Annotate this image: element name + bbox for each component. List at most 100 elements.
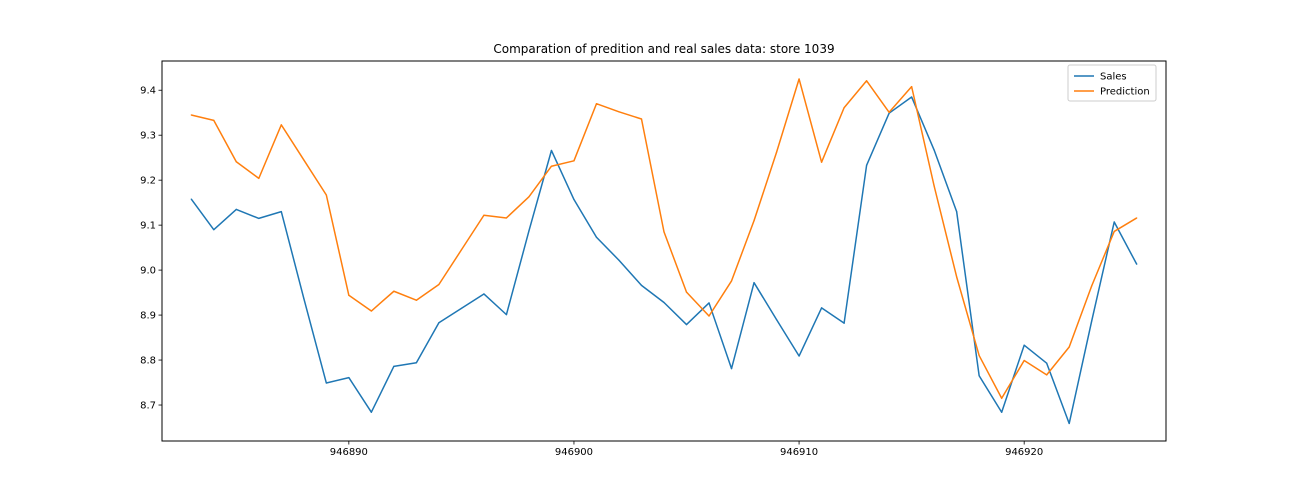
data-point-sales — [1113, 221, 1115, 223]
data-point-prediction — [1113, 230, 1115, 233]
data-point-prediction — [798, 78, 800, 80]
data-point-prediction — [460, 249, 462, 251]
data-point-prediction — [393, 290, 395, 292]
data-point-prediction — [663, 231, 665, 233]
data-point-prediction — [550, 165, 553, 167]
data-point-prediction — [573, 160, 575, 162]
data-point-prediction — [303, 159, 305, 161]
data-point-prediction — [483, 214, 485, 216]
data-point-sales — [483, 293, 485, 295]
data-point-prediction — [280, 124, 282, 126]
data-point-sales — [798, 355, 800, 357]
y-tick-label: 9.3 — [140, 131, 156, 142]
data-point-sales — [843, 322, 845, 324]
data-point-sales — [708, 302, 710, 304]
data-point-sales — [303, 297, 305, 300]
data-point-sales — [685, 323, 688, 326]
data-point-sales — [911, 96, 913, 98]
data-point-sales — [415, 362, 417, 364]
data-point-prediction — [753, 220, 755, 222]
data-point-prediction — [843, 107, 845, 109]
data-point-sales — [820, 307, 823, 309]
data-point-prediction — [370, 310, 372, 312]
data-point-sales — [640, 284, 643, 286]
data-point-prediction — [1001, 397, 1003, 399]
data-point-sales — [505, 314, 508, 316]
data-point-prediction — [190, 114, 192, 116]
y-tick-label: 8.9 — [140, 311, 156, 322]
data-point-prediction — [888, 111, 890, 113]
data-point-prediction — [528, 196, 530, 198]
data-point-prediction — [213, 119, 215, 121]
legend-label-prediction: Prediction — [1100, 87, 1150, 98]
data-point-prediction — [730, 280, 733, 282]
data-point-prediction — [775, 151, 778, 153]
chart-title: Comparation of predition and real sales … — [493, 42, 834, 56]
legend-label-sales: Sales — [1100, 72, 1127, 83]
data-point-sales — [595, 236, 598, 238]
x-tick-label: 946900 — [555, 447, 593, 458]
data-point-prediction — [595, 103, 598, 105]
x-tick-label: 946890 — [330, 447, 368, 458]
y-tick-label: 9.2 — [140, 176, 156, 187]
data-point-sales — [866, 164, 868, 166]
data-point-prediction — [1136, 217, 1138, 219]
data-point-sales — [213, 229, 215, 231]
axes: 946890 946900 946910 946920 8.7 8.8 8.9 9.0 9.1 9… — [140, 86, 1043, 458]
data-point-prediction — [1091, 285, 1093, 287]
data-point-sales — [1136, 263, 1138, 265]
data-point-sales — [325, 382, 327, 384]
data-point-sales — [393, 365, 395, 367]
data-point-sales — [978, 375, 980, 377]
data-point-sales — [1001, 411, 1003, 413]
data-point-prediction — [1023, 359, 1025, 362]
data-point-sales — [573, 198, 575, 201]
data-point-prediction — [933, 185, 935, 187]
data-point-sales — [663, 301, 665, 304]
data-point-prediction — [618, 111, 620, 113]
x-tick-label: 946920 — [1005, 447, 1043, 458]
data-point-prediction — [1068, 346, 1070, 348]
data-point-prediction — [348, 294, 350, 296]
data-point-prediction — [235, 161, 237, 163]
data-point-sales — [618, 259, 620, 261]
data-point-sales — [933, 149, 935, 151]
data-point-prediction — [1046, 374, 1048, 376]
data-point-sales — [190, 198, 192, 200]
data-point-prediction — [978, 354, 980, 357]
data-point-sales — [348, 376, 350, 379]
data-point-sales — [1023, 344, 1025, 346]
data-point-sales — [1068, 422, 1070, 425]
y-tick-label: 8.8 — [140, 356, 156, 367]
data-point-sales — [258, 217, 260, 219]
data-point-sales — [730, 368, 733, 370]
data-point-prediction — [708, 315, 710, 317]
data-point-prediction — [640, 118, 643, 120]
data-point-sales — [956, 211, 958, 213]
legend: Sales Prediction — [1067, 64, 1157, 102]
y-tick-label: 9.1 — [140, 221, 156, 232]
data-point-prediction — [438, 283, 440, 286]
data-point-sales — [438, 322, 440, 324]
data-point-prediction — [258, 177, 260, 179]
data-point-prediction — [415, 299, 417, 301]
data-point-prediction — [325, 194, 327, 196]
data-point-prediction — [866, 80, 868, 82]
data-point-sales — [370, 411, 372, 413]
data-point-sales — [1091, 320, 1093, 322]
y-tick-label: 9.4 — [140, 86, 156, 97]
data-point-sales — [280, 211, 282, 213]
plot-area — [190, 78, 1138, 425]
legend-box — [1067, 64, 1157, 102]
data-point-prediction — [956, 276, 958, 278]
data-point-prediction — [685, 291, 688, 293]
data-point-prediction — [505, 217, 508, 219]
y-tick-label: 8.7 — [140, 401, 156, 412]
data-point-sales — [775, 318, 778, 321]
x-tick-label: 946910 — [780, 447, 818, 458]
y-tick-label: 9.0 — [140, 266, 156, 277]
data-point-sales — [550, 149, 553, 152]
data-point-sales — [528, 230, 530, 232]
data-point-sales — [460, 307, 462, 309]
